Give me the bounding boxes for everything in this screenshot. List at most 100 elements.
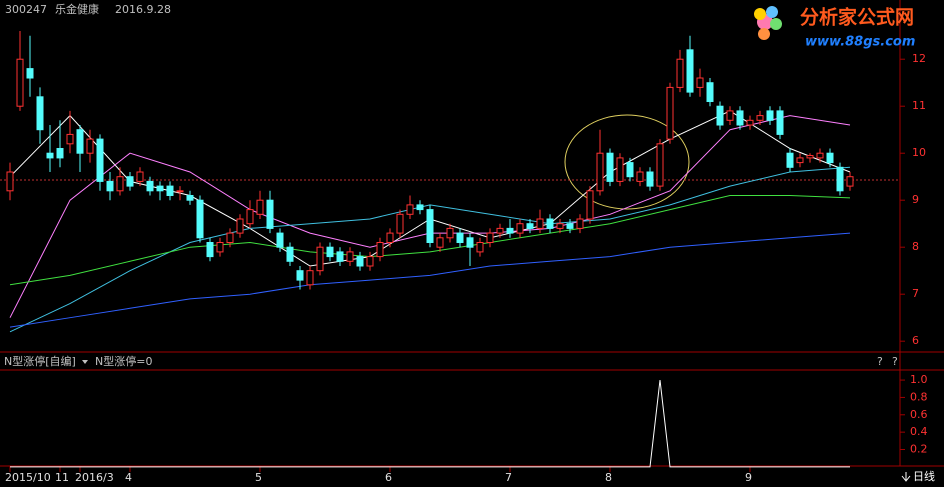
- logo: 分析家公式网 www.88gs.com: [754, 6, 915, 50]
- candle-body: [376, 241, 384, 258]
- candle-body: [406, 204, 414, 215]
- candle-body: [676, 58, 684, 88]
- y-tick-label: 0.8: [910, 390, 928, 403]
- indicator-help[interactable]: ?: [877, 355, 883, 368]
- candle-body: [566, 223, 574, 229]
- candle-body: [236, 218, 244, 234]
- candle-body: [146, 180, 154, 192]
- indicator-title[interactable]: N型涨停[自编]: [4, 354, 76, 368]
- moving-average: [9, 232, 851, 328]
- candle-body: [306, 270, 314, 286]
- candle-body: [746, 119, 754, 126]
- candle-body: [386, 232, 394, 243]
- candle-body: [796, 157, 804, 164]
- candle-body: [556, 223, 564, 229]
- candle-body: [356, 256, 364, 267]
- candle-body: [516, 223, 524, 234]
- candle-body: [596, 152, 604, 192]
- candle-body: [716, 105, 724, 126]
- candle-body: [446, 227, 454, 239]
- candle-body: [836, 166, 844, 192]
- candle-body: [686, 49, 694, 93]
- candle-body: [546, 218, 554, 229]
- candle-body: [136, 171, 144, 182]
- candle-body: [166, 185, 174, 197]
- candle-body: [226, 232, 234, 243]
- x-tick-label: 7: [505, 471, 512, 484]
- candle-body: [616, 157, 624, 182]
- y-tick-label: 12: [912, 52, 926, 65]
- candle-body: [126, 176, 134, 187]
- candle-body: [16, 58, 24, 107]
- candle-body: [536, 218, 544, 229]
- candle-body: [726, 110, 734, 121]
- logo-petal: [758, 28, 770, 40]
- candle-body: [36, 96, 44, 131]
- candle-body: [526, 223, 534, 229]
- candle-body: [486, 232, 494, 243]
- date: 2016.9.28: [115, 3, 171, 16]
- logo-petal: [770, 18, 782, 30]
- candle-body: [156, 185, 164, 192]
- y-tick-label: 0.6: [910, 408, 928, 421]
- candle-body: [276, 232, 284, 248]
- candle-body: [466, 237, 474, 248]
- indicator-help[interactable]: ?: [892, 355, 898, 368]
- candle-body: [326, 246, 334, 258]
- candle-body: [176, 190, 184, 193]
- candle-body: [216, 241, 224, 253]
- y-tick-label: 9: [912, 193, 919, 206]
- candle-body: [96, 138, 104, 182]
- candle-body: [346, 251, 354, 262]
- candle-body: [56, 148, 64, 159]
- x-tick-label: 2015/10: [5, 471, 51, 484]
- candle-body: [296, 270, 304, 281]
- y-tick-label: 10: [912, 146, 926, 159]
- candle-body: [86, 138, 94, 154]
- candle-body: [6, 171, 14, 192]
- moving-average: [9, 195, 851, 286]
- stock-code: 300247: [5, 3, 47, 16]
- candle-body: [736, 110, 744, 126]
- y-tick-label: 11: [912, 99, 926, 112]
- candle-body: [336, 251, 344, 262]
- y-tick-label: 0.2: [910, 443, 928, 456]
- candle-body: [476, 241, 484, 253]
- candle-body: [606, 152, 614, 182]
- candle-body: [696, 77, 704, 88]
- annotation-ellipse: [564, 114, 690, 210]
- candle-body: [586, 190, 594, 220]
- candle-body: [396, 213, 404, 234]
- candle-body: [196, 199, 204, 239]
- indicator-line: [10, 380, 850, 468]
- timeframe-arrow[interactable]: [901, 472, 911, 482]
- candle-body: [816, 152, 824, 159]
- candle-body: [26, 68, 34, 79]
- timeframe[interactable]: 日线: [913, 469, 935, 483]
- dropdown-arrow[interactable]: [82, 360, 88, 364]
- candle-body: [76, 129, 84, 154]
- candle-body: [246, 209, 254, 225]
- x-tick-label: 6: [385, 471, 392, 484]
- candle-body: [116, 176, 124, 192]
- candle-body: [506, 227, 514, 234]
- candle-body: [656, 143, 664, 187]
- logo-petal: [766, 6, 778, 18]
- candle-body: [576, 218, 584, 229]
- x-tick-label: 2016/3: [75, 471, 114, 484]
- candle-body: [806, 155, 814, 159]
- logo-petal: [754, 8, 766, 20]
- candle-body: [496, 227, 504, 234]
- candle-body: [66, 133, 74, 145]
- candle-body: [706, 82, 714, 103]
- candle-body: [186, 195, 194, 201]
- candle-body: [206, 241, 214, 258]
- candle-body: [626, 162, 634, 178]
- x-tick-label: 4: [125, 471, 132, 484]
- candle-body: [766, 110, 774, 121]
- x-tick-label: 5: [255, 471, 262, 484]
- stock-name: 乐金健康: [55, 2, 99, 16]
- candle-body: [786, 152, 794, 168]
- candle-body: [46, 152, 54, 159]
- candle-body: [316, 246, 324, 272]
